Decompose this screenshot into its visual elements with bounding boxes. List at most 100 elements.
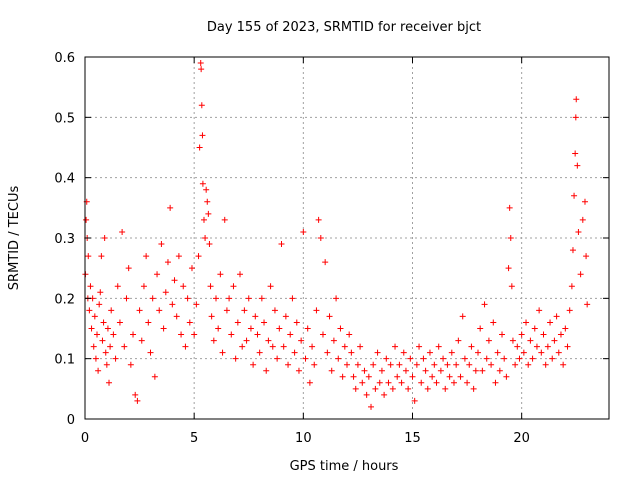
data-point	[311, 361, 318, 368]
data-point	[553, 313, 560, 320]
data-point	[488, 361, 495, 368]
data-point	[278, 241, 285, 248]
data-point	[536, 307, 543, 314]
data-point	[579, 216, 586, 223]
data-point	[158, 241, 165, 248]
data-point	[134, 397, 141, 404]
data-point	[245, 295, 252, 302]
data-point	[132, 391, 139, 398]
data-point	[91, 313, 98, 320]
data-point	[378, 367, 385, 374]
data-point	[544, 343, 551, 350]
data-point	[435, 343, 442, 350]
data-point	[424, 385, 431, 392]
data-point	[198, 66, 205, 73]
data-point	[107, 343, 114, 350]
data-point	[411, 397, 418, 404]
data-point	[112, 355, 119, 362]
data-point	[407, 355, 414, 362]
data-point	[569, 247, 576, 254]
data-point	[178, 331, 185, 338]
data-point	[230, 283, 237, 290]
data-point	[477, 325, 484, 332]
data-point	[370, 361, 377, 368]
data-point	[195, 253, 202, 260]
chart-title: Day 155 of 2023, SRMTID for receiver bjc…	[207, 20, 481, 35]
data-point	[265, 337, 272, 344]
data-point	[381, 391, 388, 398]
data-point	[258, 295, 265, 302]
data-point	[175, 253, 182, 260]
data-point	[154, 271, 161, 278]
data-point	[293, 319, 300, 326]
data-point	[98, 253, 105, 260]
data-point	[96, 301, 103, 308]
data-point	[422, 367, 429, 374]
data-point	[507, 235, 514, 241]
data-point	[125, 265, 132, 272]
data-point	[184, 295, 191, 302]
data-point	[127, 361, 134, 368]
data-point	[108, 307, 115, 314]
data-point	[368, 403, 375, 410]
data-point	[333, 295, 340, 302]
data-point	[145, 319, 152, 326]
y-tick-label: 0.6	[54, 51, 75, 66]
data-point	[483, 355, 490, 362]
data-point	[560, 361, 567, 368]
data-point	[520, 349, 527, 356]
data-point	[276, 325, 283, 332]
data-point	[492, 379, 499, 386]
data-point	[581, 198, 588, 205]
data-point	[282, 313, 289, 320]
y-tick-label: 0.5	[54, 111, 75, 126]
data-point	[123, 295, 130, 302]
data-point	[354, 361, 361, 368]
data-point	[200, 216, 207, 223]
data-point	[317, 235, 324, 241]
data-point	[326, 313, 333, 320]
data-point	[455, 337, 462, 344]
data-point	[210, 337, 217, 344]
data-point	[405, 385, 412, 392]
data-point	[97, 289, 104, 296]
data-point	[420, 355, 427, 362]
data-point	[557, 331, 564, 338]
data-point	[219, 349, 226, 356]
data-point	[151, 373, 158, 380]
data-point	[479, 367, 486, 374]
data-point	[193, 301, 200, 308]
data-point	[383, 355, 390, 362]
data-point	[114, 283, 121, 290]
data-point	[468, 343, 475, 350]
data-point	[197, 60, 204, 67]
data-point	[413, 361, 420, 368]
data-point	[518, 331, 525, 338]
data-point	[568, 283, 575, 290]
data-point	[571, 192, 578, 199]
data-point	[99, 337, 106, 344]
data-point	[191, 331, 198, 338]
data-point	[583, 253, 590, 260]
x-tick-label: 5	[190, 431, 198, 446]
data-point	[302, 355, 309, 362]
data-point	[330, 337, 337, 344]
data-point	[523, 319, 530, 326]
data-point	[232, 355, 239, 362]
data-point	[207, 283, 214, 290]
data-point	[199, 180, 206, 187]
data-point	[237, 271, 244, 278]
data-point	[319, 331, 326, 338]
data-point	[506, 204, 513, 211]
data-point	[121, 343, 128, 350]
data-point	[337, 325, 344, 332]
data-point	[160, 325, 167, 332]
data-point	[402, 367, 409, 374]
data-point	[372, 385, 379, 392]
data-point	[208, 313, 215, 320]
data-point	[398, 379, 405, 386]
data-point	[247, 325, 254, 332]
data-point	[346, 331, 353, 338]
data-point	[180, 283, 187, 290]
data-point	[206, 241, 213, 248]
